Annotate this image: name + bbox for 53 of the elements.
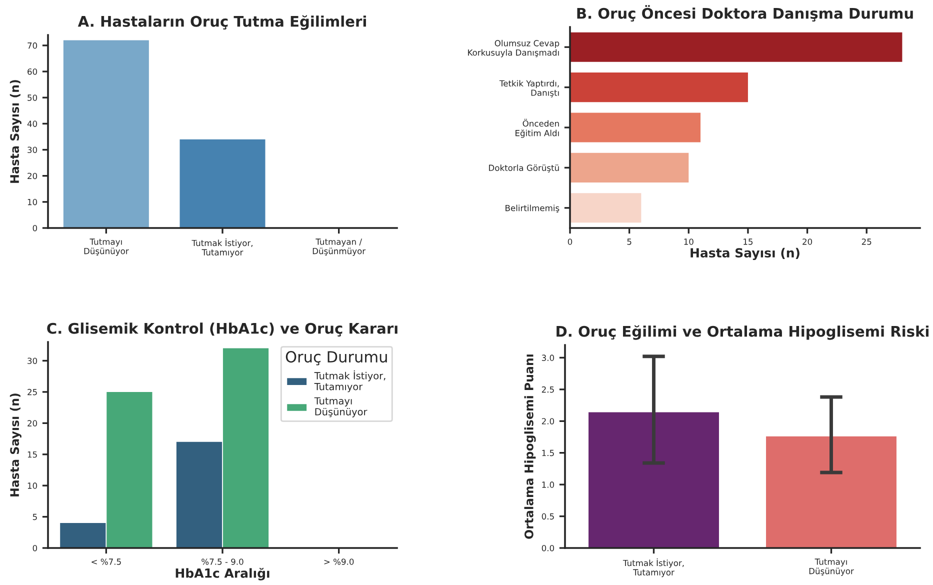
y-tick-label: 30 [28,358,38,364]
y-tick-label: Önceden Eğitim Aldı [516,118,559,138]
x-tick-label: Tutmak İstiyor, Tutamıyor [192,238,252,258]
legend-title: Oruç Durumu [286,351,387,366]
x-tick-label: 5 [627,238,632,245]
x-tick-label: Tutmayı Düşünüyor [809,558,854,576]
x-axis-title: Hasta Sayısı (n) [690,248,800,260]
y-tick-label: Tetkik Yaptırdı, Danıştı [499,80,559,98]
y-tick-label: 0.0 [542,544,554,552]
x-tick-label: 0 [568,238,572,245]
y-tick-label: 10 [28,198,38,206]
y-tick-label: 5 [32,514,37,520]
y-tick-label: Doktorla Görüştü [489,164,559,172]
y-tick-label: Olumsuz Cevap Korkusuyla Danışmadı [468,40,560,58]
legend-label: Tutmayı Düşünüyor [314,397,368,418]
x-tick-label: 25 [862,238,872,245]
y-tick-label: 3.0 [542,354,554,361]
y-tick-label: 40 [27,120,38,127]
x-tick-label: 10 [684,238,694,245]
y-axis-title: Hasta Sayısı (n) [10,80,22,183]
y-tick-label: 70 [28,42,38,49]
chart-title: C. Glisemik Kontrol (HbA1c) ve Oruç Kararı [47,322,398,337]
y-tick-label: 10 [28,482,38,489]
y-axis-title: Hasta Sayısı (n) [10,394,22,496]
y-tick-label: 15 [28,451,37,458]
x-tick-label: < %7.5 [92,558,121,565]
y-tick-label: 60 [28,68,38,75]
x-axis-title: HbA1c Aralığı [176,568,270,580]
x-tick-label: Tutmak İstiyor, Tutamıyor [622,558,684,578]
y-axis-title: Ortalama Hipoglisemi Puanı [524,354,536,539]
y-tick-label: 1.5 [542,450,554,456]
x-tick-label: > %9.0 [324,558,354,565]
y-tick-label: 25 [28,388,37,396]
y-tick-label: 2.0 [542,418,554,424]
x-tick-label: %7.5 - 9.0 [202,558,244,565]
y-tick-label: 0 [32,224,38,232]
x-tick-label: 20 [802,238,812,245]
y-tick-label: 20 [28,420,38,426]
y-tick-label: 20 [28,172,38,180]
x-tick-label: Tutmayan / Düşünmüyor [312,238,366,256]
y-tick-label: 2.5 [542,386,554,393]
x-tick-label: Tutmayı Düşünüyor [84,238,129,256]
y-tick-label: 50 [28,94,38,101]
y-tick-label: 30 [28,146,38,154]
y-tick-label: 0.5 [542,513,554,520]
x-tick-label: 15 [744,238,753,245]
chart-title: D. Oruç Eğilimi ve Ortalama Hipoglisemi Riski [556,325,928,340]
legend-label: Tutmak İstiyor, Tutamıyor [314,370,386,392]
y-tick-label: Belirtilmemiş [506,204,560,213]
y-tick-label: 1.0 [542,482,554,488]
chart-title: B. Oruç Öncesi Doktora Danışma Durumu [577,5,913,22]
y-tick-label: 0 [32,544,38,552]
chart-title: A. Hastaların Oruç Tutma Eğilimleri [78,15,366,30]
